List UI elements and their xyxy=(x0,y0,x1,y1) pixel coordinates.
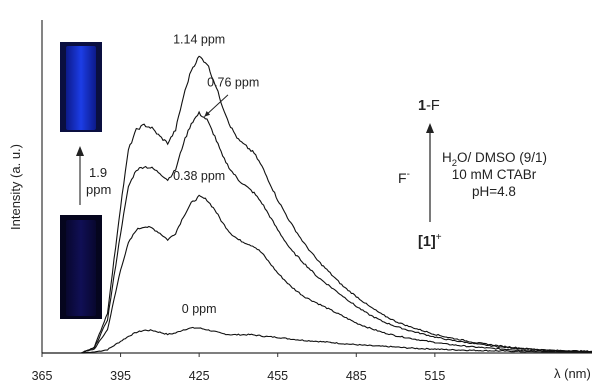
series-label: 0 ppm xyxy=(182,302,217,316)
series-line-0-76-ppm xyxy=(42,110,593,354)
inset-arrow-label-2: ppm xyxy=(86,182,111,197)
x-axis-label: λ (nm) xyxy=(554,366,591,381)
scheme-reactant: [1]+ xyxy=(418,232,442,250)
scheme-up-arrow xyxy=(426,123,434,222)
series-label: 0.38 ppm xyxy=(173,169,225,183)
x-tick-label: 395 xyxy=(110,369,131,383)
vial-dim xyxy=(60,215,102,319)
scheme-product: 1-F xyxy=(418,98,440,114)
x-tick-group: 365 395 425 455 485 515 xyxy=(32,353,445,383)
inset-up-arrow xyxy=(76,146,84,205)
scheme-reagent-text: F xyxy=(398,170,407,186)
scheme-reagent: F- xyxy=(398,169,410,186)
y-axis-label: Intensity (a. u.) xyxy=(8,144,23,230)
x-tick-label: 365 xyxy=(32,369,53,383)
series-group xyxy=(42,55,593,354)
scheme-reactant-bold: [1] xyxy=(418,234,436,250)
series-line-0-38-ppm xyxy=(42,194,592,354)
inset-arrow-label-1: 1.9 xyxy=(89,165,107,180)
scheme-condition-ph: pH=4.8 xyxy=(472,184,516,199)
x-tick-label: 455 xyxy=(267,369,288,383)
scheme-solvent-sub: 2 xyxy=(452,158,457,169)
x-tick-label: 425 xyxy=(189,369,210,383)
scheme-solvent-a: H xyxy=(442,150,452,165)
scheme-condition-surfactant: 10 mM CTABr xyxy=(452,167,537,182)
x-tick-label: 515 xyxy=(424,369,445,383)
vial-fluorescent xyxy=(60,42,102,132)
scheme-solvent-b: O/ DMSO (9/1) xyxy=(457,150,547,165)
scheme-condition-solvent: H2O/ DMSO (9/1) xyxy=(442,150,547,169)
annotation-pointer-head xyxy=(204,111,211,117)
scheme-reactant-sup: + xyxy=(436,232,442,243)
series-line-1-14-ppm xyxy=(42,55,593,354)
scheme-product-rest: -F xyxy=(426,98,440,114)
scheme-product-bold: 1 xyxy=(418,98,426,114)
scheme-reagent-sup: - xyxy=(407,169,410,180)
series-label: 0.76 ppm xyxy=(207,76,259,90)
x-tick-label: 485 xyxy=(346,369,367,383)
series-label: 1.14 ppm xyxy=(173,32,225,46)
annotation-group: 1.14 ppm 0.76 ppm 0.38 ppm 0 ppm xyxy=(173,32,259,316)
series-line-0-ppm xyxy=(42,326,592,354)
